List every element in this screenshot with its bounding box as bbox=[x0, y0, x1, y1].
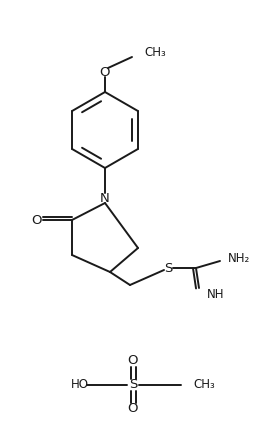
Text: O: O bbox=[31, 214, 41, 227]
Text: O: O bbox=[128, 355, 138, 368]
Text: NH: NH bbox=[207, 287, 224, 300]
Text: O: O bbox=[128, 402, 138, 415]
Text: CH₃: CH₃ bbox=[144, 46, 166, 59]
Text: S: S bbox=[129, 378, 137, 391]
Text: S: S bbox=[164, 262, 172, 274]
Text: HO: HO bbox=[71, 378, 89, 391]
Text: N: N bbox=[100, 191, 110, 204]
Text: O: O bbox=[100, 66, 110, 79]
Text: NH₂: NH₂ bbox=[228, 251, 250, 264]
Text: CH₃: CH₃ bbox=[193, 378, 215, 391]
